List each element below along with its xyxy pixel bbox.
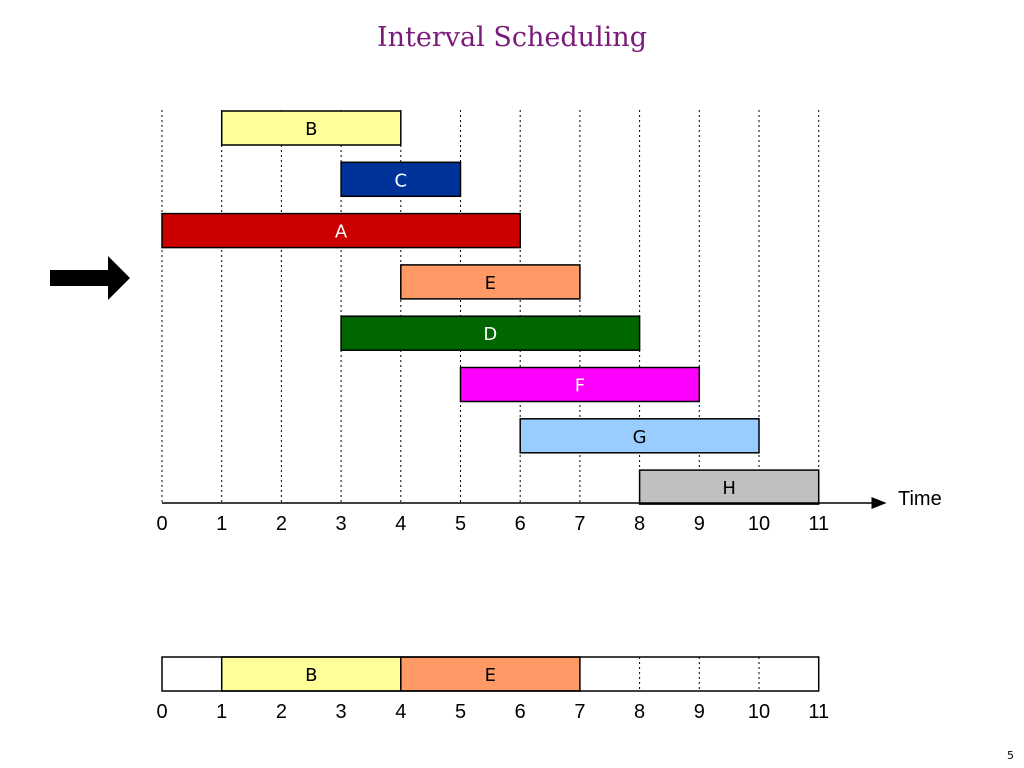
selected-job-label: B <box>305 665 317 686</box>
tick-label: 2 <box>276 513 287 535</box>
job-bar-g: G <box>519 418 760 454</box>
selected-job-e: E <box>400 656 581 692</box>
tick-label: 7 <box>574 701 585 723</box>
job-bar-label: F <box>575 376 585 397</box>
tick-label: 10 <box>748 701 770 723</box>
tick-label: 6 <box>515 701 526 723</box>
tick-label: 1 <box>216 513 227 535</box>
job-bar-label: B <box>305 119 317 140</box>
job-bar-label: E <box>485 273 496 294</box>
time-axis-label: Time <box>898 488 942 510</box>
tick-label: 4 <box>395 513 406 535</box>
tick-label: 3 <box>336 513 347 535</box>
job-bar-b: B <box>220 110 402 146</box>
job-bar-rect <box>638 469 820 505</box>
tick-label: 5 <box>455 513 466 535</box>
tick-label: 9 <box>694 513 705 535</box>
job-bar-label: H <box>722 478 736 499</box>
selected-tick-labels: 0 1 2 3 4 5 6 7 8 9 10 11 <box>156 701 829 723</box>
tick-label: 8 <box>634 701 645 723</box>
job-bar-rect <box>220 110 402 146</box>
tick-label: 10 <box>748 513 770 535</box>
tick-label: 11 <box>808 701 829 723</box>
job-bar-a: A <box>161 212 521 249</box>
job-bar-rect <box>400 264 581 300</box>
job-bars: B C A E D F G H <box>161 110 820 505</box>
tick-label: 5 <box>455 701 466 723</box>
selected-track-outline <box>161 656 820 692</box>
job-bar-c: C <box>340 161 462 198</box>
tick-label: 9 <box>694 701 705 723</box>
current-job-arrow-icon <box>50 256 130 300</box>
tick-label: 8 <box>634 513 645 535</box>
job-bar-f: F <box>459 366 701 403</box>
selected-job-label: E <box>485 665 496 686</box>
tick-label: 4 <box>395 701 406 723</box>
selected-job-b: B <box>220 656 402 692</box>
job-bar-label: A <box>335 222 348 243</box>
job-bar-h: H <box>638 469 820 505</box>
tick-label: 1 <box>216 701 227 723</box>
tick-label: 6 <box>515 513 526 535</box>
job-bar-rect <box>340 161 462 198</box>
tick-label: 2 <box>276 701 287 723</box>
tick-label: 7 <box>574 513 585 535</box>
job-bar-label: D <box>483 324 497 345</box>
job-bar-rect <box>459 366 701 403</box>
selected-job-rect <box>400 656 581 692</box>
job-bar-label: C <box>395 170 408 191</box>
job-bar-rect <box>519 418 760 454</box>
slide-title: Interval Scheduling <box>377 22 647 53</box>
job-bar-e: E <box>400 264 581 300</box>
tick-label: 0 <box>156 513 167 535</box>
job-bar-label: G <box>633 427 647 448</box>
job-bar-d: D <box>340 315 641 351</box>
page-number: 5 <box>1007 749 1014 762</box>
tick-label: 0 <box>156 701 167 723</box>
job-bar-rect <box>340 315 641 351</box>
tick-label: 3 <box>336 701 347 723</box>
time-tick-labels: 0 1 2 3 4 5 6 7 8 9 10 11 <box>156 513 829 535</box>
job-bar-rect <box>161 212 521 249</box>
tick-label: 11 <box>808 513 829 535</box>
